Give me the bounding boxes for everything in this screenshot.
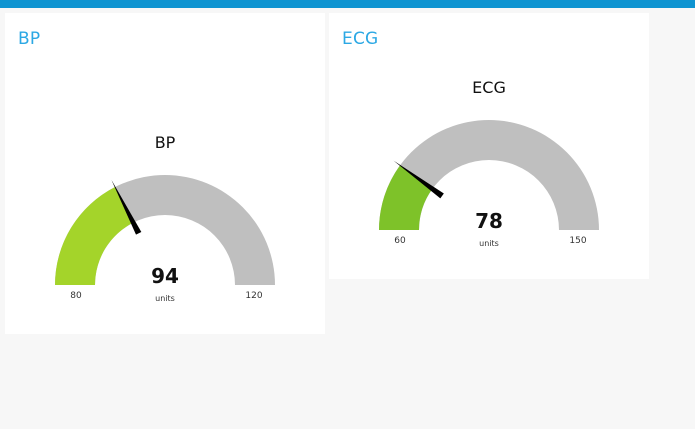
ecg-gauge-title: ECG xyxy=(472,78,506,97)
ecg-gauge-max-label: 150 xyxy=(569,236,586,246)
bp-gauge-min-label: 80 xyxy=(70,291,82,301)
ecg-card-title: ECG xyxy=(342,29,379,49)
bp-gauge-needle xyxy=(111,179,142,235)
bp-card-title: BP xyxy=(18,29,41,49)
bp-gauge-value: 94 xyxy=(151,264,179,288)
ecg-gauge-units: units xyxy=(479,239,499,248)
ecg-gauge-needle xyxy=(393,160,444,199)
top-bar xyxy=(0,0,695,8)
bp-card: BP BP 94 units 80 120 xyxy=(5,13,325,334)
bp-gauge-title: BP xyxy=(155,133,176,152)
ecg-gauge-fill xyxy=(379,165,433,230)
ecg-card: ECG ECG 78 units 60 150 xyxy=(329,13,649,279)
bp-gauge-max-label: 120 xyxy=(245,291,262,301)
bp-gauge-units: units xyxy=(155,294,175,303)
ecg-gauge-track xyxy=(379,120,599,230)
bp-gauge-fill xyxy=(55,186,134,285)
bp-gauge: BP 94 units 80 120 xyxy=(55,133,275,303)
ecg-gauge: ECG 78 units 60 150 xyxy=(379,78,599,248)
ecg-gauge-min-label: 60 xyxy=(394,236,406,246)
ecg-gauge-value: 78 xyxy=(475,209,503,233)
